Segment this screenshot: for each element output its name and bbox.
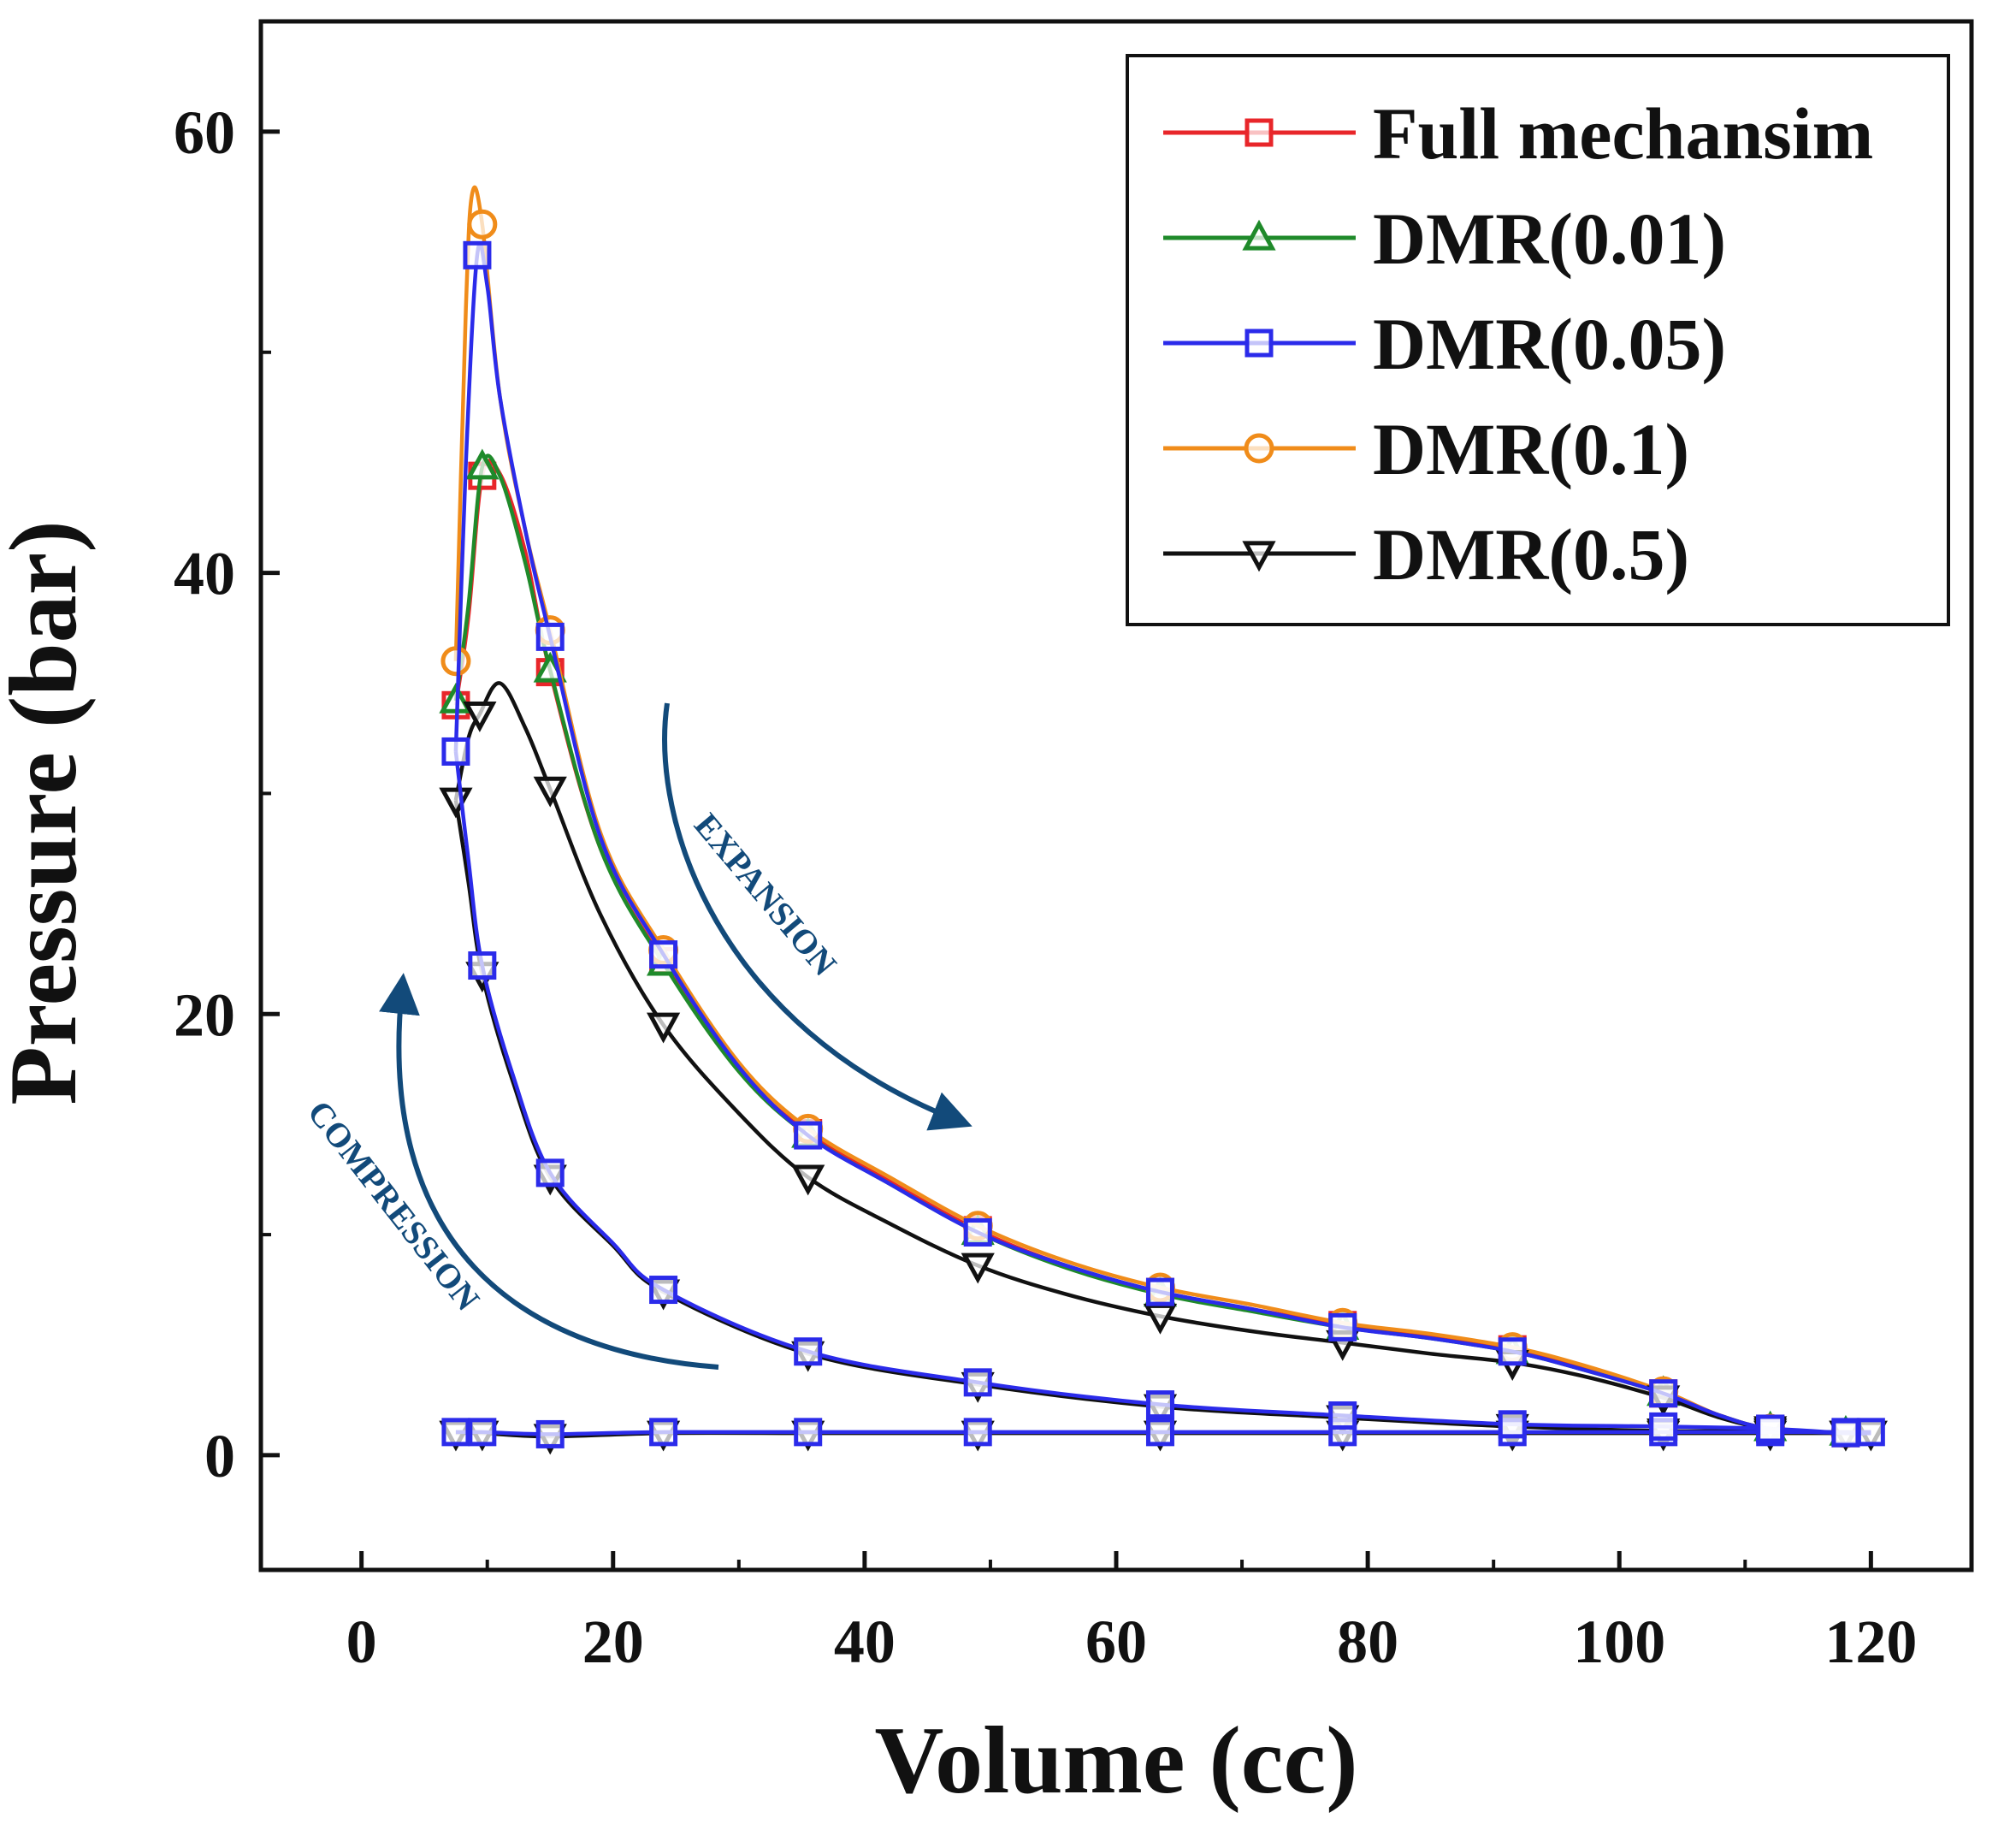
legend-item-dmr-0-5: DMR(0.5)	[1163, 513, 1689, 595]
data-point-dmr-0-5	[646, 1012, 681, 1044]
data-point-dmr-0-05	[535, 1158, 565, 1187]
data-point-dmr-0-05	[1756, 1414, 1785, 1443]
data-point-dmr-0-05	[1498, 1410, 1527, 1439]
legend-item-dmr-0-01: DMR(0.01)	[1163, 198, 1726, 280]
data-point-dmr-0-05	[463, 240, 492, 269]
data-point-dmr-0-05	[1145, 1277, 1174, 1306]
compression-arrow	[379, 973, 719, 1370]
data-point-dmr-0-05	[963, 1368, 992, 1397]
data-point-dmr-0-05	[963, 1418, 992, 1447]
data-point-dmr-0-05	[1649, 1412, 1678, 1441]
data-point-dmr-0-05	[649, 1418, 678, 1447]
axis-ticks: 0 20 40 60 80 100 120 0 20 40 60	[174, 98, 1917, 1676]
series-dmr-0-05	[441, 240, 1885, 1448]
y-tick-label: 40	[174, 540, 235, 608]
data-point-dmr-0-05	[649, 1276, 678, 1305]
data-point-dmr-0-5	[791, 1164, 825, 1196]
data-point-dmr-0-05	[1856, 1418, 1885, 1447]
legend-item-dmr-0-05: DMR(0.05)	[1163, 303, 1726, 385]
data-point-dmr-0-05	[1498, 1337, 1527, 1366]
x-tick-label: 20	[582, 1608, 644, 1676]
data-point-dmr-0-1	[440, 646, 471, 677]
expansion-arrow	[662, 702, 973, 1131]
y-tick-label: 60	[174, 98, 235, 167]
data-point-dmr-0-05	[535, 622, 565, 651]
x-tick-label: 40	[834, 1608, 896, 1676]
legend-label: DMR(0.5)	[1373, 513, 1689, 595]
data-point-dmr-0-05	[441, 737, 470, 766]
data-point-dmr-0-1	[467, 209, 498, 240]
x-tick-label: 100	[1573, 1608, 1665, 1676]
data-point-dmr-0-5	[961, 1253, 995, 1284]
data-point-dmr-0-05	[1145, 1390, 1174, 1419]
x-tick-label: 120	[1824, 1608, 1917, 1676]
legend-marker	[1244, 433, 1274, 464]
y-tick-label: 0	[204, 1422, 235, 1490]
data-point-dmr-0-05	[1145, 1418, 1174, 1447]
legend-label: Full mechansim	[1373, 92, 1873, 175]
data-point-dmr-0-05	[1328, 1401, 1357, 1430]
y-tick-label: 20	[174, 980, 235, 1049]
data-point-dmr-0-01	[465, 448, 500, 480]
legend-label: DMR(0.05)	[1373, 303, 1726, 385]
legend-label: DMR(0.01)	[1373, 198, 1726, 280]
x-tick-label: 0	[346, 1608, 377, 1676]
x-axis-title: Volume (cc)	[874, 1708, 1357, 1814]
series-line-dmr-0-5-expansion	[453, 681, 1871, 1436]
x-tick-label: 60	[1085, 1608, 1147, 1676]
data-point-dmr-0-05	[468, 1418, 497, 1447]
data-point-dmr-0-05	[794, 1121, 823, 1150]
data-point-dmr-0-05	[794, 1337, 823, 1366]
data-point-dmr-0-05	[1831, 1418, 1860, 1448]
data-point-dmr-0-05	[1649, 1379, 1678, 1408]
legend-marker	[1242, 541, 1276, 572]
series-group	[439, 185, 1888, 1455]
legend-item-full-mechansim: Full mechansim	[1163, 92, 1873, 175]
data-point-dmr-0-05	[1328, 1312, 1357, 1341]
legend-item-dmr-0-1: DMR(0.1)	[1163, 408, 1689, 490]
legend: Full mechansim DMR(0.01) DMR(0.05) DMR(0.1)…	[1126, 54, 1950, 626]
data-point-dmr-0-05	[468, 951, 497, 980]
data-point-dmr-0-5	[463, 702, 497, 732]
data-point-dmr-0-05	[441, 1418, 470, 1447]
legend-marker	[1242, 219, 1276, 251]
data-point-dmr-0-05	[649, 940, 678, 969]
legend-label: DMR(0.1)	[1373, 408, 1689, 490]
x-tick-label: 80	[1337, 1608, 1398, 1676]
legend-marker	[1244, 118, 1274, 147]
series-line-dmr-0-05-expansion	[453, 241, 1871, 1436]
y-axis-title: Pressure (bar)	[0, 520, 97, 1105]
data-point-dmr-0-05	[794, 1418, 823, 1447]
data-point-dmr-0-05	[963, 1218, 992, 1247]
data-point-dmr-0-5	[533, 776, 567, 808]
data-point-dmr-0-05	[535, 1419, 565, 1448]
legend-marker	[1244, 329, 1274, 358]
